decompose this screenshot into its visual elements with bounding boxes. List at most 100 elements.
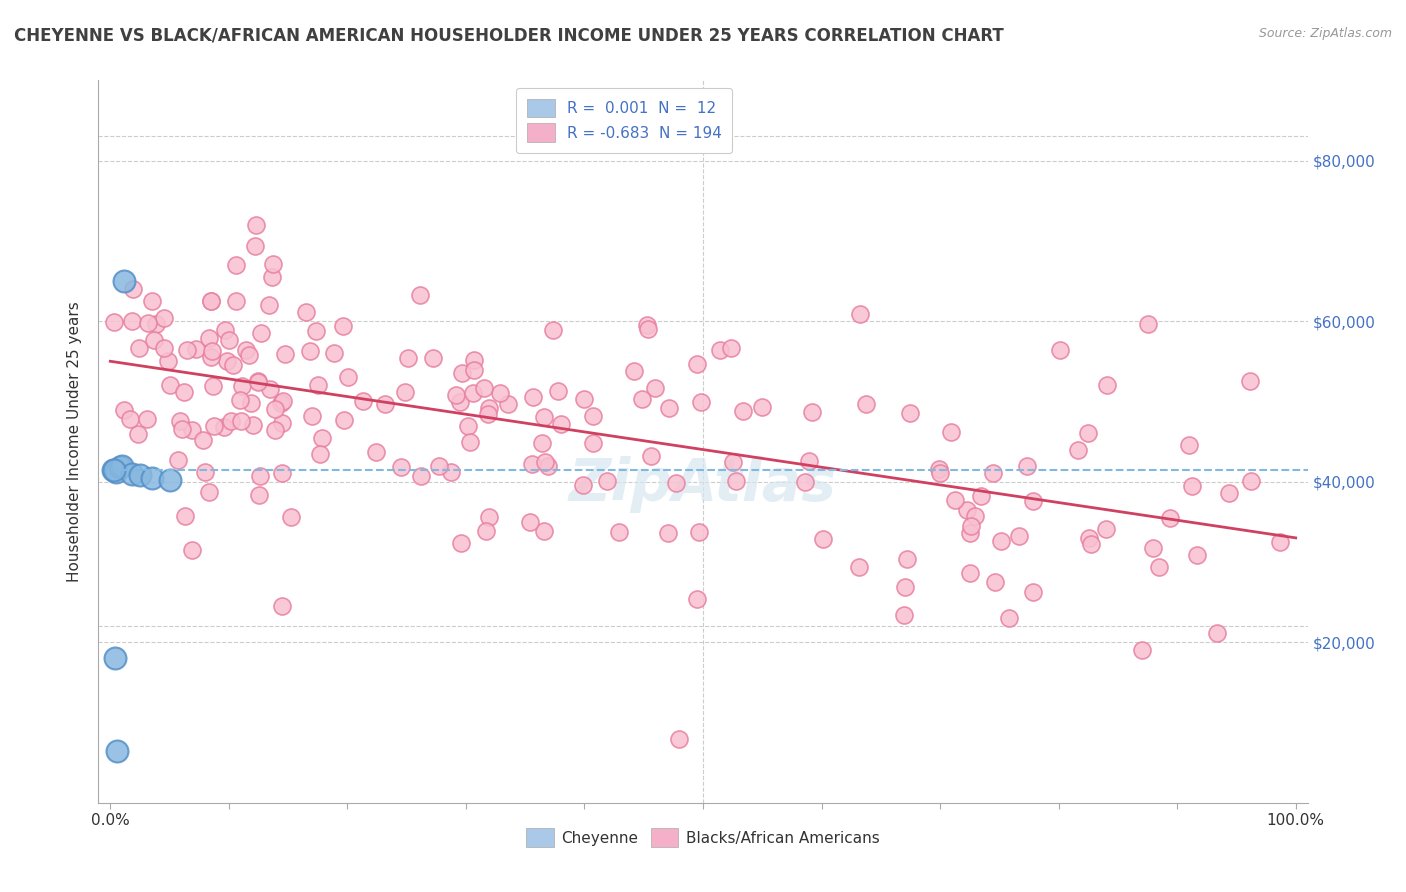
Point (169, 414, 191, 428)
Point (333, 413, 356, 427)
Point (128, 341, 150, 355)
Point (1239, 374, 1261, 388)
Point (221, 413, 243, 427)
Point (242, 417, 264, 432)
Point (260, 269, 283, 284)
Point (249, 326, 271, 340)
Point (1159, 511, 1181, 525)
Point (444, 388, 467, 402)
Point (488, 385, 510, 400)
Point (981, 466, 1004, 480)
Point (264, 424, 287, 438)
Point (235, 343, 257, 357)
Point (1015, 459, 1038, 474)
Point (295, 304, 318, 318)
Point (537, 458, 560, 473)
Point (721, 455, 744, 469)
Point (202, 379, 225, 393)
Point (1067, 442, 1090, 457)
Point (1185, 548, 1208, 562)
Point (270, 416, 292, 430)
Point (690, 395, 713, 409)
Point (259, 382, 281, 396)
Point (960, 518, 983, 533)
Point (463, 353, 485, 368)
Point (943, 493, 966, 508)
Point (153, 342, 176, 356)
Point (180, 542, 202, 557)
Point (247, 374, 270, 388)
Point (472, 381, 495, 395)
Point (731, 404, 754, 418)
Point (1049, 343, 1071, 357)
Point (665, 475, 688, 490)
Point (238, 348, 260, 362)
Point (668, 731, 690, 746)
Point (855, 397, 877, 411)
Point (965, 509, 987, 524)
Point (167, 453, 190, 467)
Point (1206, 626, 1229, 640)
Point (1078, 531, 1101, 545)
Point (309, 447, 332, 461)
Point (1178, 437, 1201, 451)
Point (141, 470, 163, 484)
Point (631, 392, 654, 406)
Point (184, 342, 207, 356)
Point (127, 426, 149, 441)
Point (522, 390, 544, 404)
Point (200, 350, 222, 364)
Point (141, 293, 163, 308)
Point (271, 466, 294, 480)
Point (174, 508, 197, 523)
Point (637, 322, 659, 336)
Point (571, 477, 593, 491)
Point (173, 385, 195, 400)
Point (928, 462, 950, 476)
Point (644, 381, 666, 395)
Point (984, 575, 1007, 590)
Point (298, 343, 321, 358)
Point (1095, 522, 1118, 536)
Point (959, 526, 981, 541)
Point (118, 412, 141, 426)
Point (180, 423, 202, 437)
Point (451, 366, 474, 380)
Point (533, 455, 555, 469)
Point (409, 288, 432, 302)
Point (533, 409, 555, 424)
Point (1008, 529, 1031, 543)
Point (332, 319, 354, 334)
Point (522, 457, 544, 471)
Point (153, 311, 176, 326)
Point (474, 524, 496, 539)
Point (1077, 425, 1099, 440)
Text: ZipAtlas: ZipAtlas (569, 457, 837, 514)
Point (389, 460, 412, 475)
Point (751, 400, 773, 414)
Point (519, 515, 541, 529)
Point (394, 384, 416, 399)
Point (323, 346, 346, 360)
Point (990, 533, 1012, 548)
Point (172, 422, 194, 436)
Point (686, 357, 709, 371)
Point (894, 581, 917, 595)
Point (1130, 643, 1153, 657)
Point (478, 509, 501, 524)
Point (463, 363, 485, 377)
Point (1147, 559, 1170, 574)
Point (898, 406, 921, 420)
Point (249, 468, 271, 483)
Point (893, 608, 915, 623)
Point (274, 347, 297, 361)
Point (305, 324, 328, 338)
Point (396, 351, 419, 365)
Point (478, 401, 501, 415)
Point (135, 412, 157, 426)
Point (657, 526, 679, 541)
Point (449, 395, 471, 409)
Point (422, 351, 444, 365)
Text: CHEYENNE VS BLACK/AFRICAN AMERICAN HOUSEHOLDER INCOME UNDER 25 YEARS CORRELATION: CHEYENNE VS BLACK/AFRICAN AMERICAN HOUSE… (14, 27, 1004, 45)
Point (531, 436, 554, 450)
